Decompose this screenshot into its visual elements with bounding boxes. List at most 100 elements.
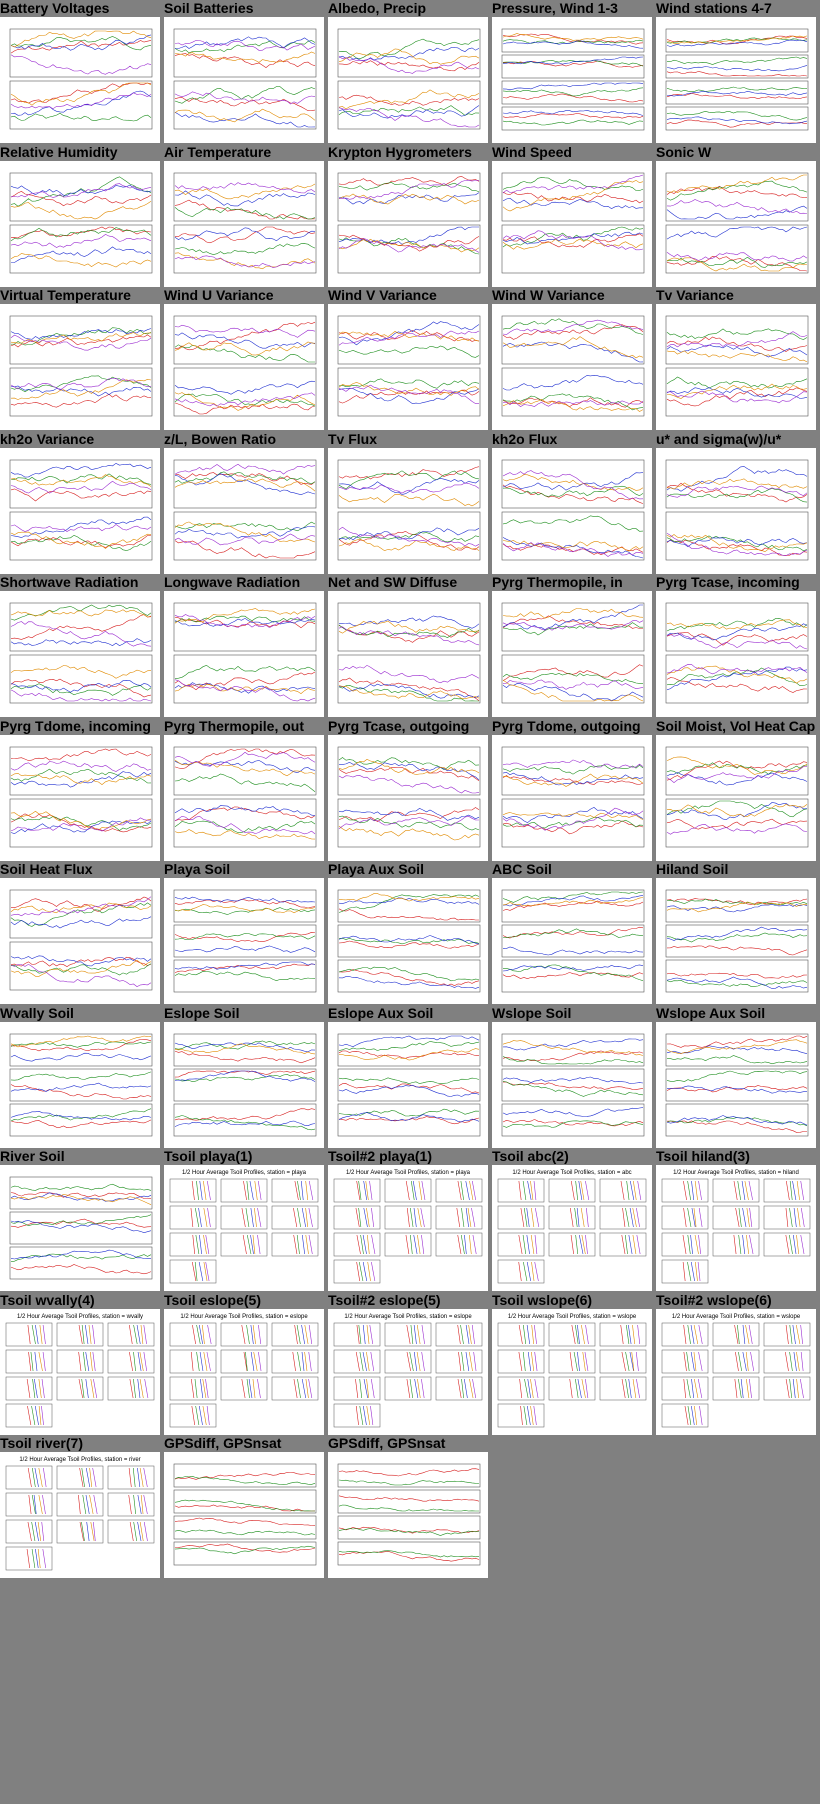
plot-thumbnail[interactable]: 1/2 Hour Average Tsoil Profiles, station…: [0, 1452, 160, 1578]
plot-tile-title[interactable]: Tv Variance: [656, 287, 734, 303]
plot-thumbnail[interactable]: [0, 304, 160, 430]
plot-tile-title[interactable]: Pyrg Thermopile, in: [492, 574, 623, 590]
plot-tile-title[interactable]: Playa Soil: [164, 861, 231, 877]
plot-thumbnail[interactable]: 1/2 Hour Average Tsoil Profiles, station…: [328, 1165, 488, 1291]
plot-tile-title[interactable]: kh2o Flux: [492, 431, 558, 447]
plot-thumbnail[interactable]: [0, 1022, 160, 1148]
plot-tile-title[interactable]: Tsoil playa(1): [164, 1148, 253, 1164]
plot-thumbnail[interactable]: [0, 591, 160, 717]
plot-tile-tv-variance[interactable]: Tv Variance: [654, 287, 816, 447]
plot-thumbnail[interactable]: 1/2 Hour Average Tsoil Profiles, station…: [656, 1165, 816, 1291]
plot-tile-title[interactable]: Net and SW Diffuse: [328, 574, 458, 590]
plot-tile-title[interactable]: Pressure, Wind 1-3: [492, 0, 618, 16]
plot-thumbnail[interactable]: [164, 161, 324, 287]
plot-thumbnail[interactable]: [164, 1022, 324, 1148]
plot-thumbnail[interactable]: [164, 878, 324, 1004]
plot-tile-tsoil-hiland-3[interactable]: Tsoil hiland(3) 1/2 Hour Average Tsoil Pr…: [654, 1148, 816, 1308]
plot-tile-title[interactable]: Tsoil abc(2): [492, 1148, 569, 1164]
plot-tile-title[interactable]: Wind V Variance: [328, 287, 437, 303]
plot-tile-tsoil-2-eslope-5[interactable]: Tsoil#2 eslope(5) 1/2 Hour Average Tsoil …: [326, 1292, 488, 1452]
plot-tile-tsoil-2-wslope-6[interactable]: Tsoil#2 wslope(6) 1/2 Hour Average Tsoil …: [654, 1292, 816, 1452]
plot-tile-soil-batteries[interactable]: Soil Batteries: [162, 0, 324, 160]
plot-thumbnail[interactable]: [656, 735, 816, 861]
plot-tile-title[interactable]: Albedo, Precip: [328, 0, 427, 16]
plot-tile-title[interactable]: ABC Soil: [492, 861, 552, 877]
plot-thumbnail[interactable]: [656, 1022, 816, 1148]
plot-thumbnail[interactable]: [0, 448, 160, 574]
plot-tile-gpsdiff-gpsnsat[interactable]: GPSdiff, GPSnsat: [162, 1435, 324, 1595]
plot-thumbnail[interactable]: [328, 1452, 488, 1578]
plot-tile-title[interactable]: Playa Aux Soil: [328, 861, 424, 877]
plot-tile-title[interactable]: Wslope Soil: [492, 1005, 572, 1021]
plot-tile-wind-v-variance[interactable]: Wind V Variance: [326, 287, 488, 447]
plot-tile-eslope-soil[interactable]: Eslope Soil: [162, 1005, 324, 1165]
plot-tile-sonic-w[interactable]: Sonic W: [654, 144, 816, 304]
plot-tile-title[interactable]: Air Temperature: [164, 144, 272, 160]
plot-tile-wind-w-variance[interactable]: Wind W Variance: [490, 287, 652, 447]
plot-tile-title[interactable]: Pyrg Tcase, outgoing: [328, 718, 470, 734]
plot-tile-wslope-soil[interactable]: Wslope Soil: [490, 1005, 652, 1165]
plot-thumbnail[interactable]: 1/2 Hour Average Tsoil Profiles, station…: [492, 1309, 652, 1435]
plot-tile-title[interactable]: z/L, Bowen Ratio: [164, 431, 276, 447]
plot-thumbnail[interactable]: [492, 304, 652, 430]
plot-tile-title[interactable]: Tsoil eslope(5): [164, 1292, 261, 1308]
plot-tile-soil-moist-vol-heat-cap[interactable]: Soil Moist, Vol Heat Cap: [654, 718, 816, 878]
plot-tile-krypton-hygrometers[interactable]: Krypton Hygrometers: [326, 144, 488, 304]
plot-tile-tsoil-river-7[interactable]: Tsoil river(7) 1/2 Hour Average Tsoil Pro…: [0, 1435, 160, 1595]
plot-tile-pyrg-tcase-outgoing[interactable]: Pyrg Tcase, outgoing: [326, 718, 488, 878]
plot-tile-eslope-aux-soil[interactable]: Eslope Aux Soil: [326, 1005, 488, 1165]
plot-tile-title[interactable]: Eslope Aux Soil: [328, 1005, 434, 1021]
plot-tile-title[interactable]: Tsoil#2 playa(1): [328, 1148, 433, 1164]
plot-tile-pyrg-thermopile-out[interactable]: Pyrg Thermopile, out: [162, 718, 324, 878]
plot-tile-wind-speed[interactable]: Wind Speed: [490, 144, 652, 304]
plot-thumbnail[interactable]: [328, 591, 488, 717]
plot-tile-virtual-temperature[interactable]: Virtual Temperature: [0, 287, 160, 447]
plot-tile-title[interactable]: Shortwave Radiation: [0, 574, 139, 590]
plot-tile-longwave-radiation[interactable]: Longwave Radiation: [162, 574, 324, 734]
plot-thumbnail[interactable]: [0, 878, 160, 1004]
plot-tile-tsoil-playa-1[interactable]: Tsoil playa(1) 1/2 Hour Average Tsoil Pro…: [162, 1148, 324, 1308]
plot-tile-relative-humidity[interactable]: Relative Humidity: [0, 144, 160, 304]
plot-thumbnail[interactable]: [0, 161, 160, 287]
plot-tile-pyrg-tcase-incoming[interactable]: Pyrg Tcase, incoming: [654, 574, 816, 734]
plot-thumbnail[interactable]: [328, 17, 488, 143]
plot-thumbnail[interactable]: [492, 17, 652, 143]
plot-thumbnail[interactable]: 1/2 Hour Average Tsoil Profiles, station…: [164, 1165, 324, 1291]
plot-tile-title[interactable]: GPSdiff, GPSnsat: [328, 1435, 446, 1451]
plot-thumbnail[interactable]: [656, 878, 816, 1004]
plot-tile-abc-soil[interactable]: ABC Soil: [490, 861, 652, 1021]
plot-thumbnail[interactable]: 1/2 Hour Average Tsoil Profiles, station…: [492, 1165, 652, 1291]
plot-thumbnail[interactable]: 1/2 Hour Average Tsoil Profiles, station…: [0, 1309, 160, 1435]
plot-tile-gpsdiff-gpsnsat[interactable]: GPSdiff, GPSnsat: [326, 1435, 488, 1595]
plot-thumbnail[interactable]: [164, 17, 324, 143]
plot-tile-wslope-aux-soil[interactable]: Wslope Aux Soil: [654, 1005, 816, 1165]
plot-tile-title[interactable]: Longwave Radiation: [164, 574, 301, 590]
plot-tile-title[interactable]: Tsoil wslope(6): [492, 1292, 593, 1308]
plot-thumbnail[interactable]: [656, 161, 816, 287]
plot-thumbnail[interactable]: [164, 591, 324, 717]
plot-tile-net-and-sw-diffuse[interactable]: Net and SW Diffuse: [326, 574, 488, 734]
plot-tile-title[interactable]: Tv Flux: [328, 431, 378, 447]
plot-tile-pyrg-thermopile-in[interactable]: Pyrg Thermopile, in: [490, 574, 652, 734]
plot-thumbnail[interactable]: [492, 1022, 652, 1148]
plot-thumbnail[interactable]: [328, 448, 488, 574]
plot-tile-albedo-precip[interactable]: Albedo, Precip: [326, 0, 488, 160]
plot-tile-title[interactable]: Soil Batteries: [164, 0, 254, 16]
plot-tile-soil-heat-flux[interactable]: Soil Heat Flux: [0, 861, 160, 1021]
plot-tile-title[interactable]: Soil Heat Flux: [0, 861, 93, 877]
plot-tile-shortwave-radiation[interactable]: Shortwave Radiation: [0, 574, 160, 734]
plot-thumbnail[interactable]: [656, 17, 816, 143]
plot-tile-title[interactable]: Wind stations 4-7: [656, 0, 772, 16]
plot-tile-playa-soil[interactable]: Playa Soil: [162, 861, 324, 1021]
plot-tile-title[interactable]: u* and sigma(w)/u*: [656, 431, 782, 447]
plot-tile-title[interactable]: Wind Speed: [492, 144, 572, 160]
plot-thumbnail[interactable]: [328, 1022, 488, 1148]
plot-thumbnail[interactable]: [0, 17, 160, 143]
plot-tile-title[interactable]: Tsoil#2 eslope(5): [328, 1292, 441, 1308]
plot-tile-title[interactable]: Pyrg Tdome, incoming: [0, 718, 151, 734]
plot-thumbnail[interactable]: [164, 448, 324, 574]
plot-tile-pyrg-tdome-incoming[interactable]: Pyrg Tdome, incoming: [0, 718, 160, 878]
plot-tile-air-temperature[interactable]: Air Temperature: [162, 144, 324, 304]
plot-thumbnail[interactable]: 1/2 Hour Average Tsoil Profiles, station…: [328, 1309, 488, 1435]
plot-tile-battery-voltages[interactable]: Battery Voltages: [0, 0, 160, 160]
